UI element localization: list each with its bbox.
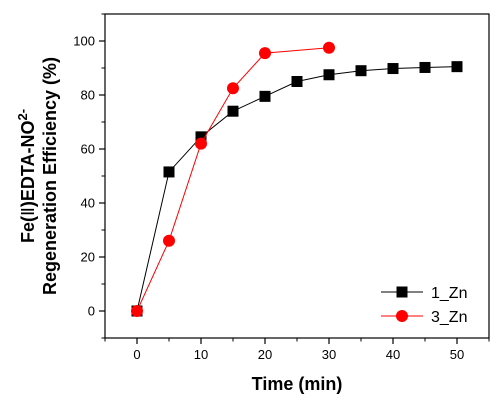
data-point [323, 69, 335, 81]
series-layer [131, 41, 463, 317]
legend: 1_Zn 3_Zn [381, 285, 467, 326]
x-tick-label: 10 [194, 347, 208, 362]
tick-labels: 0 10 20 30 40 50 0 20 40 60 80 100 [73, 34, 464, 363]
data-point [323, 41, 335, 54]
legend-marker [396, 286, 408, 298]
data-point [195, 131, 207, 143]
legend-label: 3_Zn [431, 309, 467, 326]
series-3_Zn [131, 41, 335, 317]
axis-ticks [99, 13, 490, 344]
y-tick-label: 20 [81, 250, 95, 265]
data-point [163, 166, 175, 178]
legend-item: 1_Zn [381, 285, 467, 302]
y-axis-title-prefix: Fe( [18, 216, 38, 243]
data-point [227, 82, 239, 95]
data-point [387, 63, 399, 75]
y-tick-label: 80 [81, 88, 95, 103]
y-axis-title-line1: Fe(Ⅱ)EDTA-NO2- [15, 109, 38, 243]
legend-label: 1_Zn [431, 285, 467, 302]
data-point [419, 61, 431, 73]
x-tick-label: 30 [322, 347, 336, 362]
series-line [136, 66, 458, 312]
data-point [451, 61, 463, 73]
series-1_Zn [131, 61, 463, 317]
data-point [163, 234, 175, 247]
data-point [355, 65, 367, 77]
y-tick-label: 0 [88, 304, 95, 319]
data-point [259, 47, 271, 60]
series-line [136, 47, 330, 312]
legend-item: 3_Zn [381, 309, 467, 326]
x-tick-label: 40 [386, 347, 400, 362]
x-tick-label: 50 [450, 347, 464, 362]
y-axis-title-line2: Regeneration Efficiency (%) [40, 57, 60, 295]
y-axis-title-suffix: )EDTA-NO [18, 121, 38, 208]
x-tick-label: 0 [133, 347, 140, 362]
data-point [131, 305, 143, 317]
data-point [195, 137, 207, 150]
legend-marker [396, 310, 408, 322]
y-tick-label: 100 [73, 34, 95, 49]
data-point [227, 105, 239, 117]
data-point [259, 90, 271, 102]
y-tick-label: 40 [81, 196, 95, 211]
y-tick-label: 60 [81, 142, 95, 157]
x-axis-title: Time (min) [252, 374, 343, 394]
y-axis-title-roman: Ⅱ [18, 207, 38, 216]
x-tick-label: 20 [258, 347, 272, 362]
y-axis-title-superscript: 2- [15, 109, 30, 121]
data-point [291, 76, 303, 87]
